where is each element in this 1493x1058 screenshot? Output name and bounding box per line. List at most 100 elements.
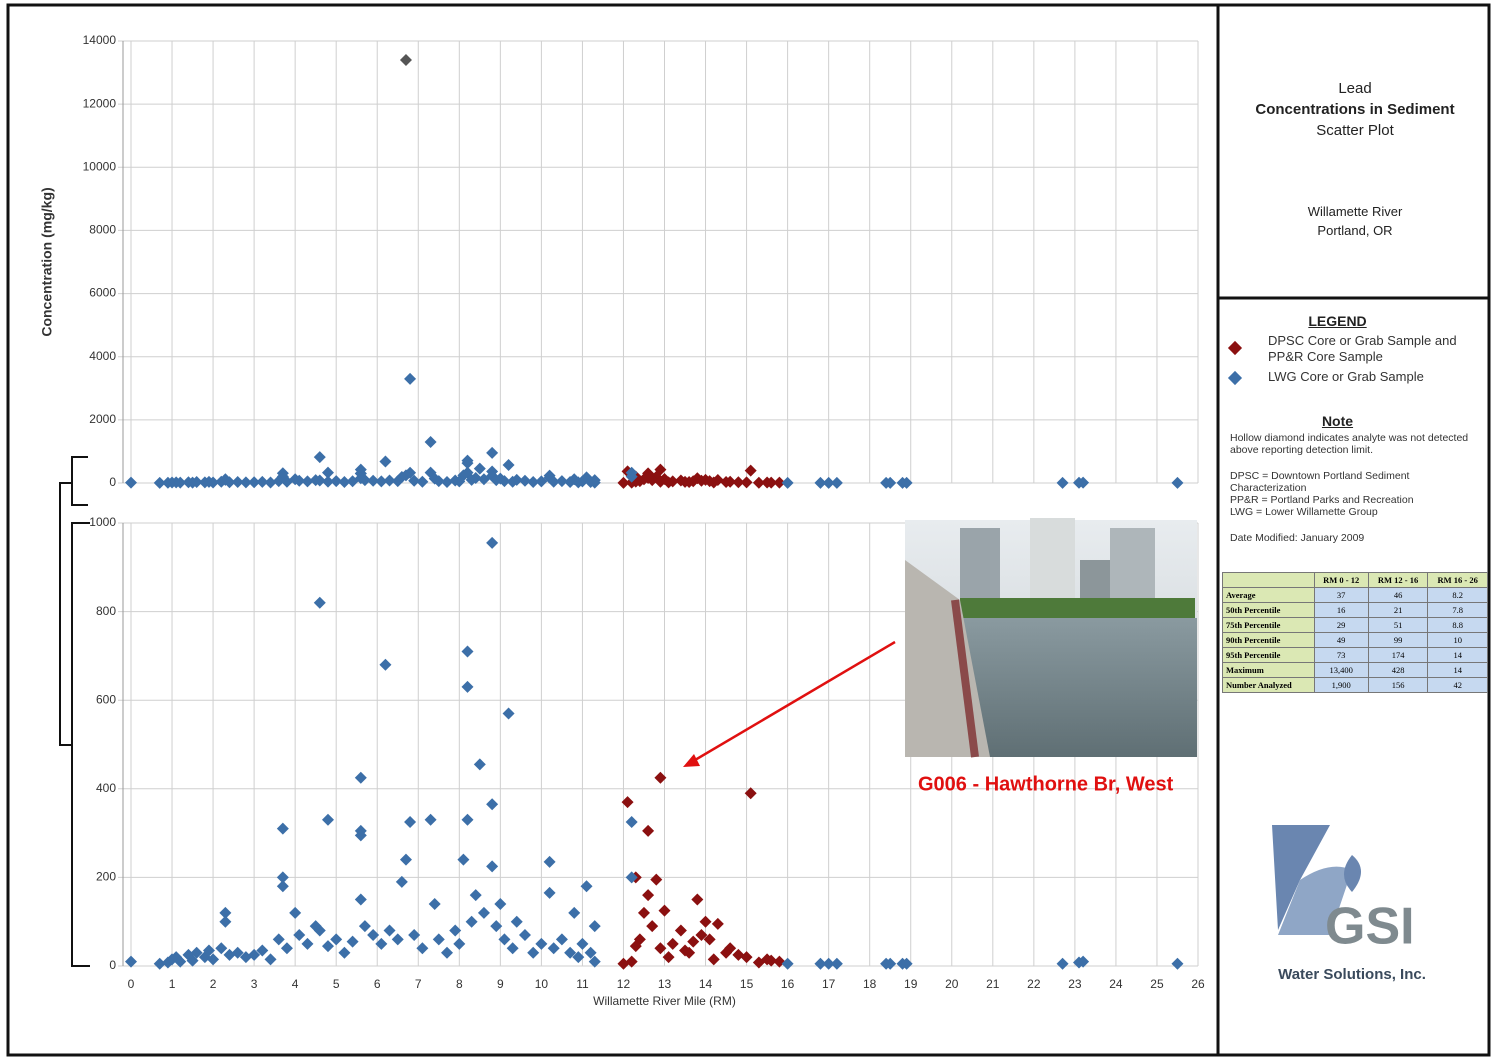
data-point	[752, 956, 765, 969]
data-point	[153, 476, 166, 489]
note: DPSC = Downtown Portland Sediment Charac…	[1230, 470, 1410, 494]
x-tick-label: 4	[292, 977, 299, 991]
table-corner	[1222, 572, 1315, 588]
data-point	[321, 813, 334, 826]
x-tick-label: 19	[904, 977, 918, 991]
data-point	[207, 953, 220, 966]
data-point	[321, 466, 334, 479]
table-row: 50th Percentile 16 21 7.8	[1222, 602, 1488, 618]
data-point	[272, 475, 285, 488]
data-point	[765, 476, 778, 489]
logo: GSI Water Solutions, Inc.	[1272, 825, 1426, 983]
photo	[905, 518, 1197, 758]
data-point	[276, 871, 289, 884]
y-tick-label: 200	[96, 870, 116, 884]
x-tick-label: 10	[535, 977, 549, 991]
legend-heading: LEGEND	[1308, 313, 1367, 329]
data-point	[219, 915, 232, 928]
data-point	[321, 940, 334, 953]
data-point	[720, 476, 733, 489]
table-cell: 46	[1367, 587, 1429, 603]
data-point	[367, 474, 380, 487]
data-point	[432, 475, 445, 488]
data-point	[404, 816, 417, 829]
y-tick-label: 2000	[89, 412, 116, 426]
data-point	[375, 475, 388, 488]
data-point	[699, 915, 712, 928]
data-point	[527, 946, 540, 959]
table-row: Average 37 46 8.2	[1222, 587, 1488, 603]
data-point	[453, 475, 466, 488]
y-tick-label: 8000	[89, 223, 116, 237]
data-point	[440, 946, 453, 959]
data-point	[555, 475, 568, 488]
data-point	[391, 475, 404, 488]
arrow	[689, 640, 896, 765]
x-tick-label: 13	[658, 977, 672, 991]
data-point	[486, 446, 499, 459]
data-point	[473, 462, 486, 475]
table-cell: 8.8	[1427, 617, 1488, 633]
axis-break-bracket	[59, 456, 90, 967]
table-row: 75th Percentile 29 51 8.8	[1222, 617, 1488, 633]
data-point	[190, 476, 203, 489]
data-point	[280, 942, 293, 955]
data-point	[543, 886, 556, 899]
data-point	[674, 924, 687, 937]
table-cell: 51	[1367, 617, 1429, 633]
data-point	[642, 889, 655, 902]
data-point	[223, 476, 236, 489]
x-tick-label: 1	[169, 977, 176, 991]
data-point	[354, 829, 367, 842]
data-point	[428, 897, 441, 910]
data-point	[625, 470, 638, 483]
data-point	[646, 920, 659, 933]
data-point	[289, 906, 302, 919]
x-tick-label: 12	[617, 977, 631, 991]
data-point	[301, 937, 314, 950]
x-tick-label: 22	[1027, 977, 1041, 991]
data-point	[321, 475, 334, 488]
table-cell: 7.8	[1427, 602, 1488, 618]
data-point	[720, 946, 733, 959]
data-point	[687, 935, 700, 948]
data-point	[490, 474, 503, 487]
x-tick-label: 20	[945, 977, 959, 991]
data-point	[248, 948, 261, 961]
data-point	[654, 942, 667, 955]
stats-table: RM 0 - 12 RM 12 - 16 RM 16 - 26 Average 37 46…	[1222, 572, 1488, 693]
data-point	[752, 476, 765, 489]
table-cell: 174	[1367, 647, 1429, 663]
data-point	[395, 875, 408, 888]
table-header: RM 0 - 12 RM 12 - 16 RM 16 - 26	[1222, 572, 1488, 588]
data-point	[338, 946, 351, 959]
legend-marker	[1227, 370, 1243, 386]
y-tick-label: 1000	[89, 515, 116, 529]
data-point	[707, 953, 720, 966]
table-cell: 29	[1313, 617, 1369, 633]
x-tick-label: 17	[822, 977, 836, 991]
data-point	[379, 658, 392, 671]
data-point	[662, 476, 675, 489]
data-point	[1056, 957, 1069, 970]
data-point	[773, 476, 786, 489]
table-cell: 428	[1367, 662, 1429, 678]
legend-entry: LWG Core or Grab Sample	[1226, 369, 1488, 386]
data-point	[506, 942, 519, 955]
data-point	[555, 933, 568, 946]
data-point	[469, 889, 482, 902]
data-point	[358, 920, 371, 933]
data-point	[740, 476, 753, 489]
data-point	[679, 475, 692, 488]
logo-subtext: Water Solutions, Inc.	[1278, 966, 1426, 983]
data-point	[404, 372, 417, 385]
grid: 0 2000 4000 6000 8000 10000 12000 14000 0 200 400 6…	[83, 33, 1199, 972]
data-point	[650, 873, 663, 886]
data-point	[498, 475, 511, 488]
y-tick-label: 600	[96, 692, 116, 706]
data-point	[711, 917, 724, 930]
data-point	[568, 906, 581, 919]
data-point	[293, 474, 306, 487]
data-point	[814, 476, 827, 489]
